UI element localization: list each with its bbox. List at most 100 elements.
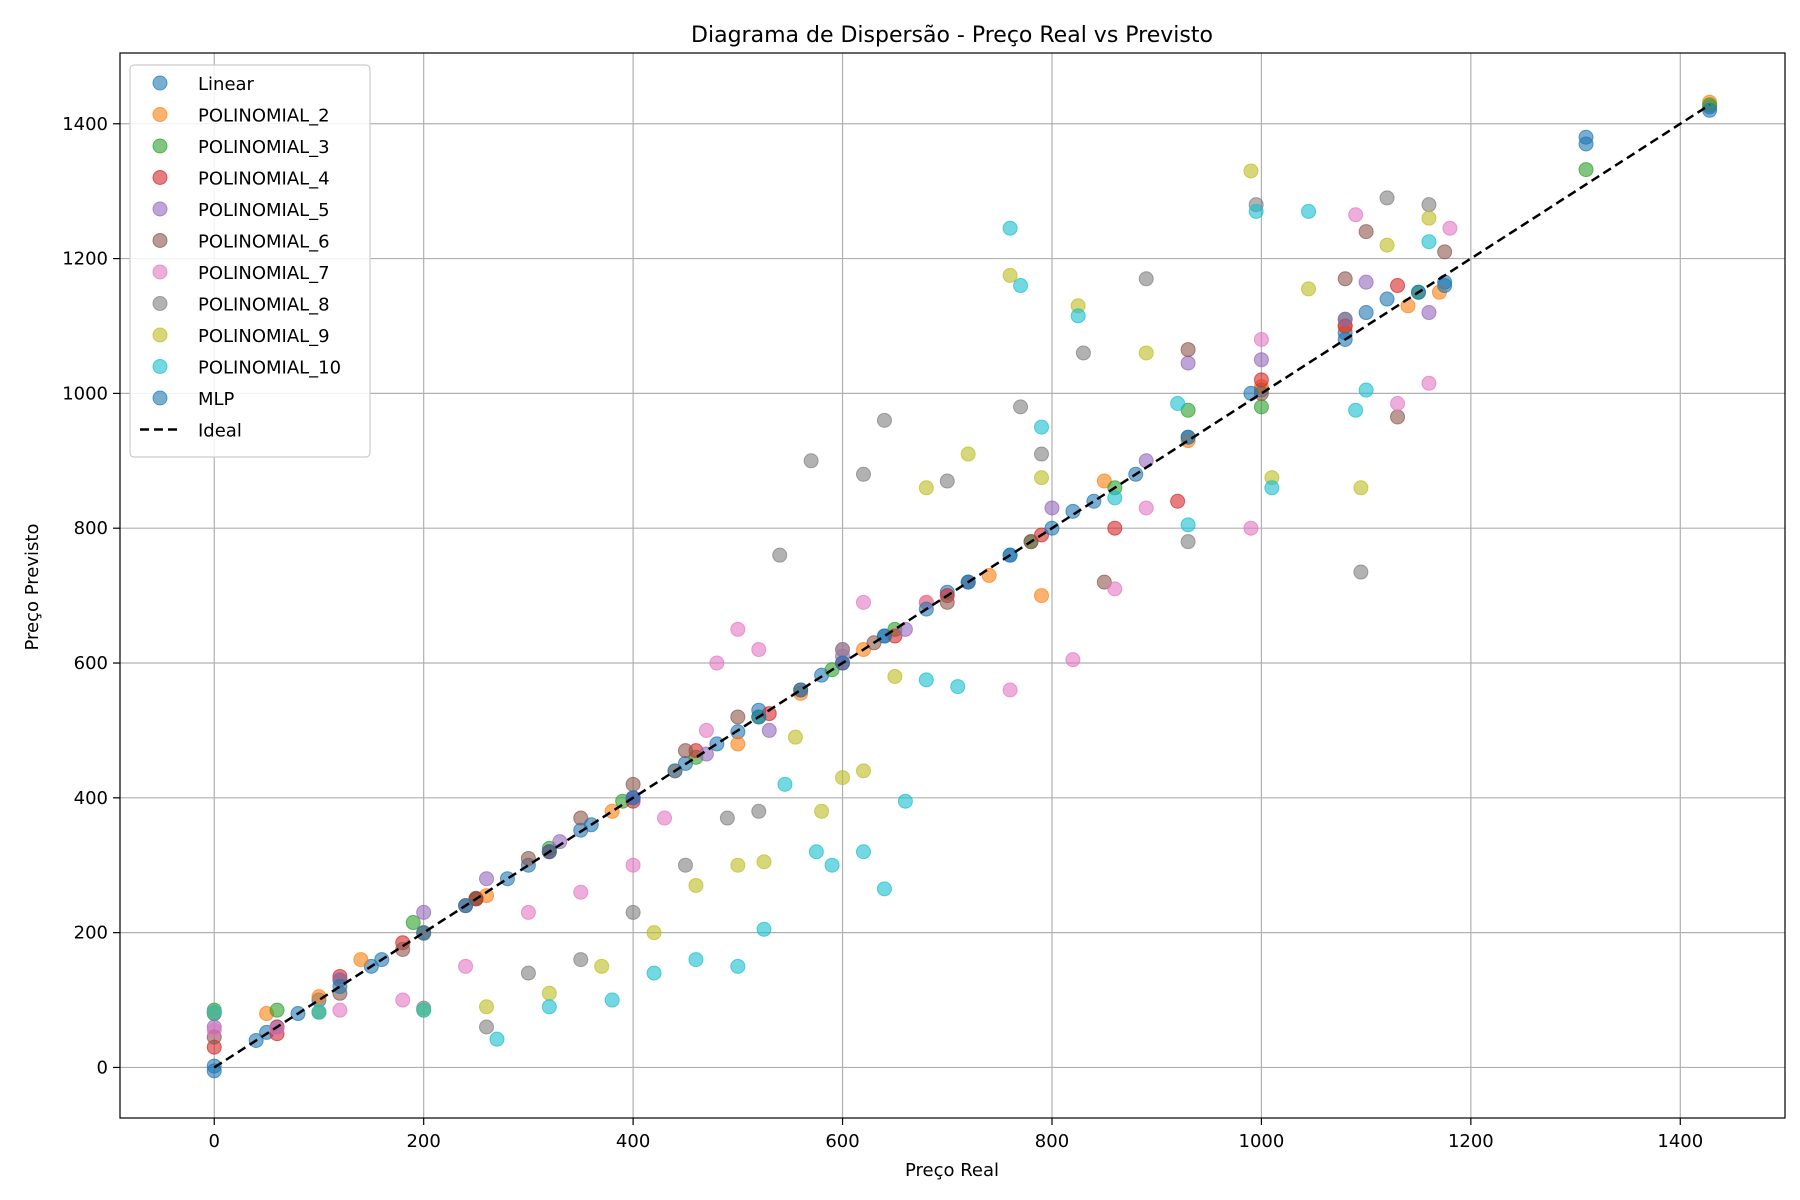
- scatter-point: [1358, 305, 1374, 321]
- scatter-point: [1180, 534, 1196, 550]
- scatter-point: [1107, 490, 1123, 506]
- grid: [120, 53, 1785, 1118]
- scatter-point: [709, 655, 725, 671]
- scatter-point: [479, 871, 495, 887]
- scatter-point: [458, 958, 474, 974]
- scatter-point: [1253, 372, 1269, 388]
- scatter-point: [1578, 129, 1594, 145]
- scatter-point: [1180, 355, 1196, 371]
- y-tick-label: 1200: [62, 249, 108, 270]
- scatter-point: [625, 776, 641, 792]
- scatter-point: [824, 857, 840, 873]
- scatter-point: [1096, 473, 1112, 489]
- scatter-point: [332, 979, 348, 995]
- scatter-point: [730, 709, 746, 725]
- legend-marker: [152, 170, 168, 185]
- ideal-line-group: [213, 103, 1711, 1069]
- scatter-point: [751, 642, 767, 658]
- scatter-point: [1421, 234, 1437, 250]
- scatter-point: [1421, 305, 1437, 321]
- x-tick-label: 0: [209, 1131, 220, 1152]
- legend-label: Linear: [198, 74, 255, 95]
- scatter-point: [332, 1002, 348, 1018]
- legend-box: [129, 64, 371, 458]
- scatter-point: [730, 621, 746, 637]
- scatter-point: [552, 834, 568, 850]
- scatter-point: [541, 985, 557, 1001]
- scatter-point: [1253, 352, 1269, 368]
- ideal-line: [213, 103, 1711, 1069]
- x-axis-label: Preço Real: [905, 1160, 999, 1181]
- legend-label: POLINOMIAL_4: [198, 169, 330, 190]
- y-tick-label: 200: [74, 923, 108, 944]
- scatter-point: [479, 999, 495, 1015]
- scatter-point: [206, 1004, 222, 1020]
- x-tick-label: 600: [825, 1131, 859, 1152]
- scatter-point: [489, 1031, 505, 1047]
- scatter-point: [416, 904, 432, 920]
- scatter-point: [835, 642, 851, 658]
- scatter-point: [855, 466, 871, 482]
- scatter-point: [1437, 278, 1453, 294]
- legend-label: POLINOMIAL_9: [198, 326, 330, 347]
- legend-marker: [152, 233, 168, 248]
- legend-marker: [152, 75, 168, 91]
- scatter-point: [1107, 520, 1123, 536]
- scatter-point: [939, 594, 955, 610]
- scatter-point: [1348, 207, 1364, 223]
- scatter-point: [1170, 493, 1186, 509]
- scatter-point: [1253, 399, 1269, 415]
- scatter-point: [1421, 197, 1437, 213]
- scatter-point: [1301, 203, 1317, 219]
- scatter-point: [730, 958, 746, 974]
- scatter-point: [1002, 220, 1018, 236]
- scatter-point: [625, 857, 641, 873]
- scatter-point: [677, 743, 693, 759]
- scatter-point: [604, 992, 620, 1008]
- scatter-point: [1243, 520, 1259, 536]
- scatter-point: [887, 668, 903, 684]
- series-polinomial-7: [206, 207, 1458, 1038]
- scatter-point: [416, 925, 432, 941]
- scatter-point: [751, 803, 767, 819]
- scatter-point: [1002, 682, 1018, 698]
- scatter-point: [479, 1019, 495, 1035]
- y-tick-label: 400: [74, 788, 108, 809]
- x-axis: 0 200 400 600 800 1000 1200 1400: [209, 1118, 1703, 1152]
- scatter-point: [1337, 311, 1353, 327]
- scatter-point: [960, 446, 976, 462]
- scatter-point: [1034, 419, 1050, 435]
- scatter-point: [1379, 190, 1395, 206]
- y-tick-label: 1400: [62, 114, 108, 135]
- scatter-point: [1180, 342, 1196, 358]
- scatter-point: [1138, 271, 1154, 287]
- scatter-point: [1107, 581, 1123, 597]
- scatter-point: [1034, 470, 1050, 486]
- scatter-point: [1013, 399, 1029, 415]
- scatter-point: [761, 722, 777, 738]
- series-polinomial-4: [206, 278, 1406, 1055]
- legend-marker: [152, 390, 168, 406]
- legend-marker: [152, 296, 168, 311]
- series-polinomial-9: [206, 163, 1437, 1020]
- series-polinomial-3: [206, 97, 1718, 1018]
- scatter-point: [1075, 345, 1091, 361]
- scatter-point: [646, 965, 662, 981]
- legend-label: POLINOMIAL_6: [198, 232, 330, 253]
- scatter-point: [719, 810, 735, 826]
- scatter-point: [520, 904, 536, 920]
- legend-marker: [152, 201, 168, 217]
- scatter-point: [1138, 345, 1154, 361]
- scatter-point: [918, 480, 934, 496]
- x-tick-label: 800: [1035, 1131, 1069, 1152]
- scatter-point: [787, 729, 803, 745]
- scatter-point: [206, 1022, 222, 1038]
- y-tick-label: 1000: [62, 383, 108, 404]
- scatter-point: [1421, 375, 1437, 391]
- scatter-point: [1358, 224, 1374, 240]
- series-polinomial-8: [206, 190, 1437, 1035]
- scatter-point: [269, 1002, 285, 1018]
- scatter-point: [1253, 331, 1269, 347]
- scatter-point: [730, 857, 746, 873]
